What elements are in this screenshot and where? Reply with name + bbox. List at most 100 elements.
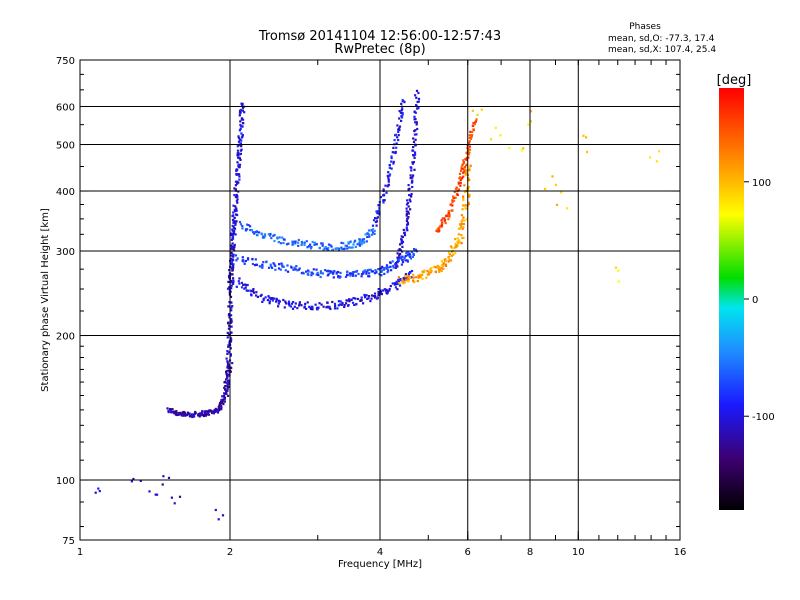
- data-point: [377, 204, 380, 207]
- data-point: [233, 187, 236, 190]
- data-point: [460, 242, 463, 245]
- data-point: [317, 306, 320, 309]
- data-point: [247, 224, 250, 227]
- data-point: [252, 289, 255, 292]
- data-point: [459, 181, 462, 184]
- data-point: [223, 394, 226, 397]
- data-point: [232, 266, 235, 269]
- data-point: [462, 226, 465, 229]
- data-point: [312, 268, 315, 271]
- data-point: [396, 256, 399, 259]
- data-point: [234, 188, 237, 191]
- data-point: [440, 222, 443, 225]
- data-point: [234, 205, 237, 208]
- data-point: [340, 241, 343, 244]
- data-point: [233, 210, 237, 213]
- data-point: [432, 265, 436, 268]
- data-point: [237, 137, 241, 140]
- data-point: [227, 345, 230, 348]
- data-point: [452, 199, 456, 202]
- data-point: [400, 255, 403, 258]
- data-point: [301, 271, 304, 274]
- data-point: [227, 351, 230, 354]
- data-point: [343, 304, 346, 307]
- data-point: [230, 232, 233, 235]
- data-point: [348, 246, 351, 249]
- data-point: [255, 294, 258, 297]
- data-point: [229, 301, 232, 304]
- data-point: [444, 258, 447, 261]
- data-point: [241, 256, 244, 259]
- data-point: [462, 161, 465, 164]
- data-point: [267, 295, 270, 298]
- data-point: [378, 209, 381, 212]
- data-point: [398, 248, 401, 251]
- data-point: [354, 245, 357, 248]
- data-point: [436, 264, 440, 268]
- data-point: [383, 267, 386, 270]
- data-point: [408, 187, 411, 190]
- data-point: [297, 244, 300, 247]
- data-point: [222, 403, 225, 406]
- data-point: [337, 304, 340, 307]
- data-point: [658, 150, 661, 153]
- data-point: [412, 252, 415, 255]
- data-point: [325, 306, 328, 309]
- x-tick-label: 8: [527, 547, 533, 558]
- data-point: [400, 239, 403, 242]
- data-point: [413, 248, 416, 251]
- data-point: [211, 411, 214, 415]
- data-point: [455, 245, 458, 248]
- data-point: [162, 475, 165, 478]
- data-point: [236, 182, 239, 185]
- data-point: [415, 104, 418, 107]
- data-point: [174, 410, 177, 413]
- colorbar: [719, 88, 744, 510]
- data-point: [467, 148, 471, 151]
- data-point: [368, 235, 371, 238]
- data-point: [98, 490, 101, 493]
- data-point: [321, 244, 324, 247]
- data-point: [310, 274, 313, 277]
- data-point: [394, 150, 397, 154]
- data-point: [197, 413, 200, 416]
- data-point: [460, 220, 463, 223]
- data-point: [231, 228, 234, 231]
- data-point: [258, 231, 261, 234]
- data-point: [227, 364, 230, 368]
- data-point: [544, 187, 547, 190]
- data-point: [401, 240, 405, 243]
- data-point: [291, 240, 294, 243]
- data-point: [398, 117, 401, 120]
- data-point: [255, 230, 258, 233]
- data-point: [387, 171, 390, 174]
- data-point: [251, 262, 254, 266]
- data-point: [408, 194, 411, 197]
- data-point: [261, 236, 264, 239]
- data-point: [415, 276, 418, 279]
- y-axis-ticks: 75 100 200 300 400 500 600 750: [56, 56, 680, 547]
- data-point: [173, 502, 176, 505]
- data-point: [377, 290, 380, 294]
- data-point: [440, 219, 443, 222]
- data-point: [400, 242, 404, 245]
- data-point: [227, 321, 230, 324]
- data-point: [457, 182, 460, 186]
- data-point: [380, 293, 383, 296]
- data-point: [240, 117, 244, 120]
- data-point: [382, 188, 385, 191]
- data-point: [395, 146, 398, 149]
- data-point: [231, 242, 234, 245]
- data-point: [396, 282, 399, 285]
- data-point: [233, 243, 236, 246]
- data-point: [407, 277, 410, 280]
- data-point: [245, 289, 248, 292]
- data-point: [388, 288, 391, 291]
- data-point: [230, 320, 233, 323]
- data-point: [235, 213, 238, 216]
- data-point: [406, 276, 409, 279]
- data-point: [347, 304, 350, 307]
- data-point: [284, 300, 287, 303]
- data-point: [467, 142, 471, 145]
- data-point: [214, 407, 217, 410]
